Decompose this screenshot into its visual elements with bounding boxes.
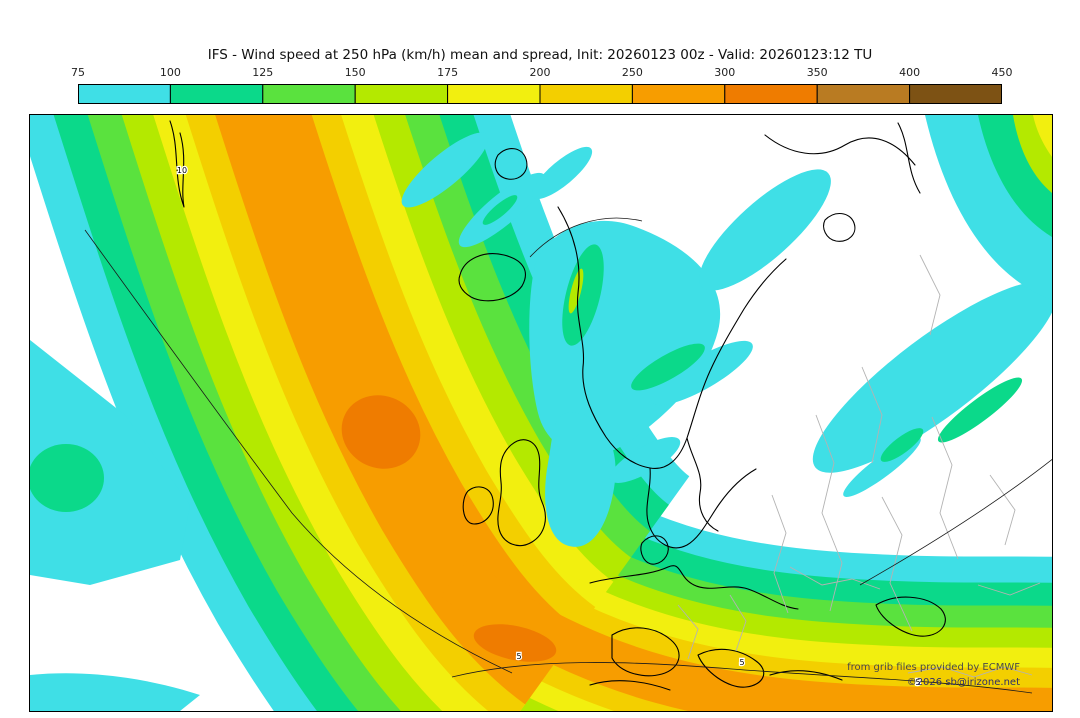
colorbar-tick-label: 150 bbox=[344, 66, 366, 79]
spread-contour-label: 10 bbox=[177, 166, 187, 175]
east-cyan-band bbox=[812, 281, 1058, 473]
colorbar-svg bbox=[77, 83, 1003, 105]
colorbar-segment bbox=[447, 83, 541, 105]
country-border-line bbox=[729, 594, 747, 652]
baltic-cyan-streak bbox=[609, 437, 681, 483]
barents-cyan-band bbox=[699, 169, 831, 291]
coastline-black-sea bbox=[875, 596, 946, 637]
colorbar-segment bbox=[354, 83, 449, 105]
colorbar-tick-label: 300 bbox=[714, 66, 736, 79]
colorbar-segment bbox=[909, 83, 1003, 105]
southwest-corner-cyan-strip bbox=[30, 673, 200, 711]
finland-cyan-streak bbox=[651, 340, 753, 406]
country-border-line bbox=[789, 566, 881, 590]
country-border-line bbox=[881, 496, 913, 632]
colorbar-tick-label: 450 bbox=[991, 66, 1013, 79]
east-green-streak bbox=[937, 377, 1023, 443]
spread-contour-line bbox=[451, 662, 1033, 694]
coastline-arctic-russia bbox=[764, 134, 916, 166]
country-border-line bbox=[977, 582, 1041, 596]
coastline-bothnia bbox=[686, 437, 719, 532]
colorbar-tick-label: 125 bbox=[252, 66, 274, 79]
country-border-line bbox=[931, 416, 959, 560]
spread-contours bbox=[84, 217, 1071, 694]
coastline-great-britain bbox=[497, 439, 546, 547]
coastline-south-1 bbox=[589, 680, 671, 691]
arctic-cyan-streak bbox=[531, 146, 593, 200]
chart-title: IFS - Wind speed at 250 hPa (km/h) mean … bbox=[207, 47, 873, 63]
colorbar-segment bbox=[169, 83, 264, 105]
coastline-mediterranean-1 bbox=[611, 627, 680, 677]
coastline-novaya-zemlya bbox=[897, 122, 921, 194]
west-edge-green-patch bbox=[28, 444, 104, 512]
northeast-corner-yellow bbox=[1033, 115, 1052, 157]
spread-contour-line bbox=[84, 229, 513, 674]
coastlines bbox=[169, 120, 946, 691]
colorbar-tick-label: 100 bbox=[159, 66, 181, 79]
coastline-denmark bbox=[640, 535, 669, 565]
colorbar-segment bbox=[631, 83, 726, 105]
spread-contour-line bbox=[859, 444, 1071, 586]
colorbar-segment bbox=[724, 83, 818, 105]
arctic-green-streak bbox=[482, 195, 518, 225]
arctic-cyan-streak bbox=[401, 132, 489, 208]
country-border-line bbox=[815, 414, 843, 612]
coastline-mediterranean-2 bbox=[697, 648, 765, 688]
colorbar-tick-label: 175 bbox=[437, 66, 459, 79]
norway-yellow-sliver bbox=[568, 268, 584, 314]
coastline-iceland bbox=[458, 253, 526, 302]
colorbar-segment bbox=[816, 83, 911, 105]
spread-contour-labels: 10 5 5 5 bbox=[176, 165, 922, 689]
colorbar-tick-labels: 75 100 125 150 175 200 250 300 350 400 4… bbox=[71, 66, 1013, 79]
wind-map-svg: 10 5 5 5 bbox=[10, 0, 1080, 718]
country-border-line bbox=[677, 604, 699, 660]
colorbar-tick-label: 350 bbox=[806, 66, 828, 79]
colorbar-segment bbox=[262, 83, 356, 105]
norway-green-streak bbox=[562, 244, 604, 346]
attribution-copyright: ©2026 sb@irizone.net bbox=[906, 677, 1020, 688]
coastline-greenland bbox=[169, 120, 185, 208]
spread-contour-label: 5 bbox=[516, 652, 521, 661]
colorbar-segment bbox=[539, 83, 633, 105]
east-green-streak-small bbox=[880, 428, 924, 462]
country-border-line bbox=[771, 494, 789, 614]
colorbar-tick-label: 75 bbox=[71, 66, 85, 79]
colorbar-segment bbox=[77, 83, 171, 105]
colorbar-tick-label: 400 bbox=[899, 66, 921, 79]
coastline-svalbard bbox=[494, 148, 528, 180]
coastline-continent bbox=[589, 565, 799, 610]
country-border-line bbox=[919, 254, 941, 336]
colorbar-tick-label: 200 bbox=[529, 66, 551, 79]
country-borders bbox=[677, 254, 1041, 678]
spread-contour-line bbox=[529, 217, 643, 258]
country-border-line bbox=[861, 366, 883, 464]
jet-core-dark-orange-patch-south bbox=[473, 624, 557, 662]
spread-contour-label: 5 bbox=[739, 658, 744, 667]
coastline-baltic bbox=[646, 467, 757, 549]
country-border-line bbox=[989, 474, 1016, 546]
coastline-ireland bbox=[462, 486, 494, 525]
scandinavia-cyan-tongue bbox=[545, 412, 616, 547]
spread-contour-label: 5 bbox=[915, 678, 920, 687]
attribution-source: from grib files provided by ECMWF bbox=[847, 662, 1020, 673]
colorbar-outline bbox=[78, 84, 1002, 104]
coastline-white-sea bbox=[823, 213, 856, 242]
coastline-south-2 bbox=[769, 670, 843, 681]
colorbar bbox=[77, 83, 1003, 105]
map-panel: 10 5 5 5 bbox=[10, 0, 1080, 718]
country-border-line bbox=[907, 666, 1033, 678]
finland-green-streak bbox=[631, 343, 705, 391]
west-edge-cyan-area bbox=[30, 340, 190, 585]
jet-core-dark-orange-patch bbox=[341, 395, 421, 469]
colorbar-tick-label: 250 bbox=[621, 66, 643, 79]
